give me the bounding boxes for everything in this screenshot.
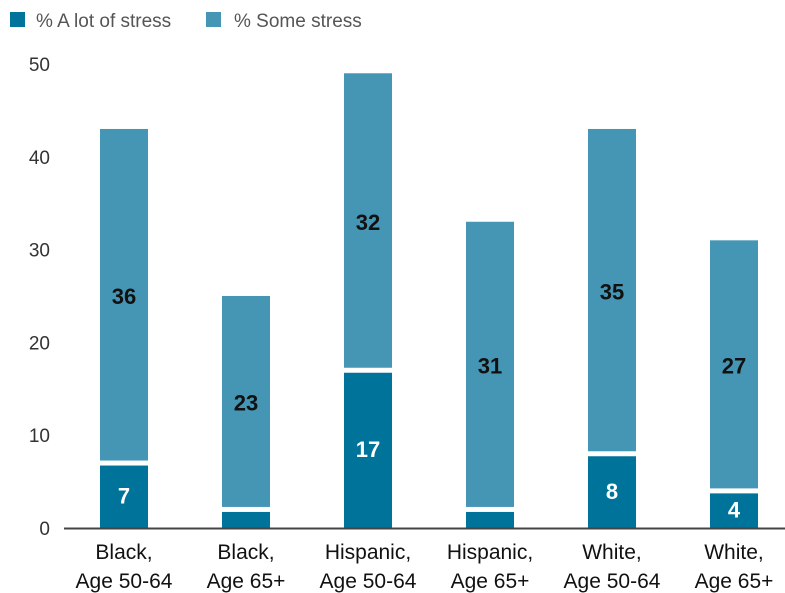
legend-label-some: % Some stress	[234, 11, 362, 32]
bars: 7 36 23 17 32 31 8 35 4 27	[100, 73, 758, 528]
y-tick-label-50: 50	[29, 55, 50, 76]
bar-some-1	[222, 296, 270, 510]
x-category-label-0: Black, Age 50-64	[76, 541, 173, 593]
x-axis: Black, Age 50-64 Black, Age 65+ Hispanic, Age…	[76, 541, 774, 593]
y-tick-label-40: 40	[29, 148, 50, 169]
legend-swatch-some	[206, 12, 221, 27]
bar-separator-2	[344, 367, 392, 373]
data-label-some-4: 35	[600, 279, 624, 304]
bar-a-lot-1	[222, 509, 270, 528]
x-category-label-4: White, Age 50-64	[564, 541, 661, 593]
y-axis: 0 10 20 30 40 50	[29, 55, 50, 540]
bar-some-5	[710, 240, 758, 491]
legend-label-a-lot: % A lot of stress	[36, 11, 171, 32]
bar-separator-0	[100, 460, 148, 466]
data-label-a-lot-0: 7	[118, 484, 130, 509]
data-label-a-lot-2: 17	[356, 437, 380, 462]
data-label-some-3: 31	[478, 354, 502, 379]
bar-a-lot-4	[588, 453, 636, 528]
y-tick-label-20: 20	[29, 333, 50, 354]
y-tick-label-0: 0	[39, 519, 50, 540]
bar-some-4	[588, 128, 636, 454]
bar-a-lot-5	[710, 490, 758, 528]
data-label-a-lot-5: 4	[728, 497, 741, 522]
bar-separator-3	[466, 506, 514, 512]
bar-separator-1	[222, 506, 270, 512]
data-label-some-1: 23	[234, 391, 258, 416]
bar-a-lot-0	[100, 463, 148, 528]
x-category-label-5: White, Age 65+	[695, 541, 774, 593]
bar-some-3	[466, 221, 514, 510]
y-tick-label-30: 30	[29, 241, 50, 262]
legend: % A lot of stress % Some stress	[10, 11, 362, 32]
bar-separator-4	[588, 451, 636, 457]
data-label-some-5: 27	[722, 354, 746, 379]
x-category-label-1: Black, Age 65+	[207, 541, 286, 593]
bar-a-lot-3	[466, 509, 514, 528]
x-category-label-2: Hispanic, Age 50-64	[320, 541, 417, 593]
data-label-some-0: 36	[112, 284, 136, 309]
legend-swatch-a-lot	[10, 12, 25, 27]
bar-a-lot-2	[344, 370, 392, 528]
bar-separator-5	[710, 488, 758, 494]
bar-some-2	[344, 73, 392, 371]
data-label-some-2: 32	[356, 210, 380, 235]
bar-some-0	[100, 128, 148, 464]
x-category-label-3: Hispanic, Age 65+	[447, 541, 533, 593]
y-tick-label-10: 10	[29, 426, 50, 447]
data-label-a-lot-4: 8	[606, 479, 618, 504]
